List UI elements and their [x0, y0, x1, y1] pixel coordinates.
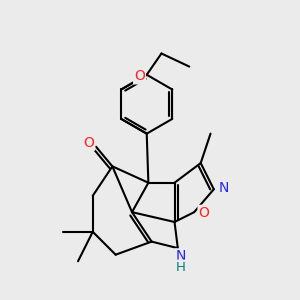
Text: O: O: [83, 136, 94, 150]
Text: N: N: [218, 181, 229, 195]
Text: O: O: [134, 69, 145, 83]
Text: O: O: [199, 206, 209, 220]
Text: N: N: [175, 249, 186, 263]
Text: H: H: [176, 261, 185, 274]
